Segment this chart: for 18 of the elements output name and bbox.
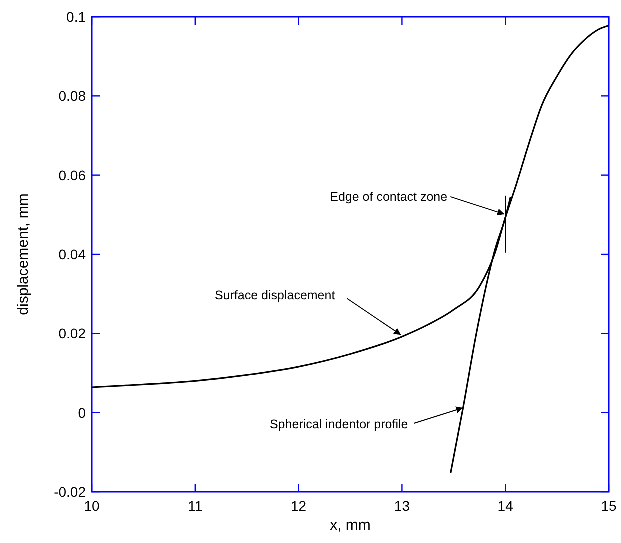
- annotation: Edge of contact zone: [330, 190, 448, 204]
- annotation: Spherical indentor profile: [270, 417, 408, 432]
- x-axis-title: x, mm: [330, 517, 371, 534]
- y-tick-label: 0.06: [58, 167, 86, 184]
- annotation: Surface displacement: [214, 288, 336, 303]
- x-tick-label: 13: [394, 498, 410, 514]
- y-axis-title: displacement, mm: [15, 194, 32, 316]
- x-tick-label: 11: [188, 498, 203, 514]
- x-tick-label: 14: [498, 498, 514, 514]
- y-tick-label: 0.02: [58, 326, 86, 342]
- y-tick-label: 0.04: [58, 246, 86, 262]
- y-tick-label: -0.02: [54, 484, 86, 500]
- x-tick-label: 12: [291, 498, 307, 514]
- y-tick-label: 0: [78, 404, 86, 421]
- y-tick-label: 0.1: [66, 9, 86, 25]
- x-tick-label: 15: [601, 498, 617, 514]
- x-tick-label: 10: [84, 498, 100, 514]
- y-tick-label: 0.08: [58, 88, 86, 104]
